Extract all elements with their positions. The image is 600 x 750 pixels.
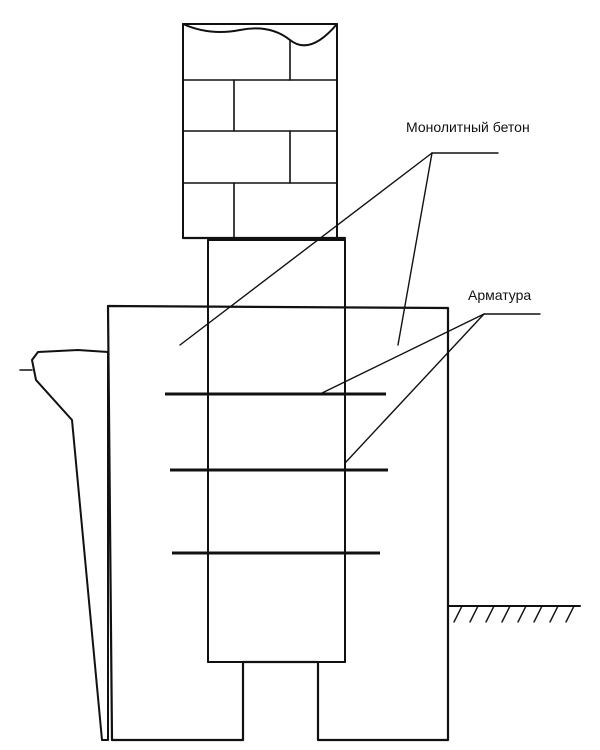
leader-monolithic-concrete [179,152,499,346]
concrete-jacket [106,304,450,742]
old-footing-left [19,349,109,741]
label-monolithic-concrete: Монолитный бетон [406,119,530,135]
ground-line [447,605,581,623]
brick-wall [181,23,347,240]
label-rebar: Арматура [468,287,531,303]
leader-rebar [319,313,541,463]
foundation-block [207,239,346,663]
rebar-bars [165,392,388,555]
